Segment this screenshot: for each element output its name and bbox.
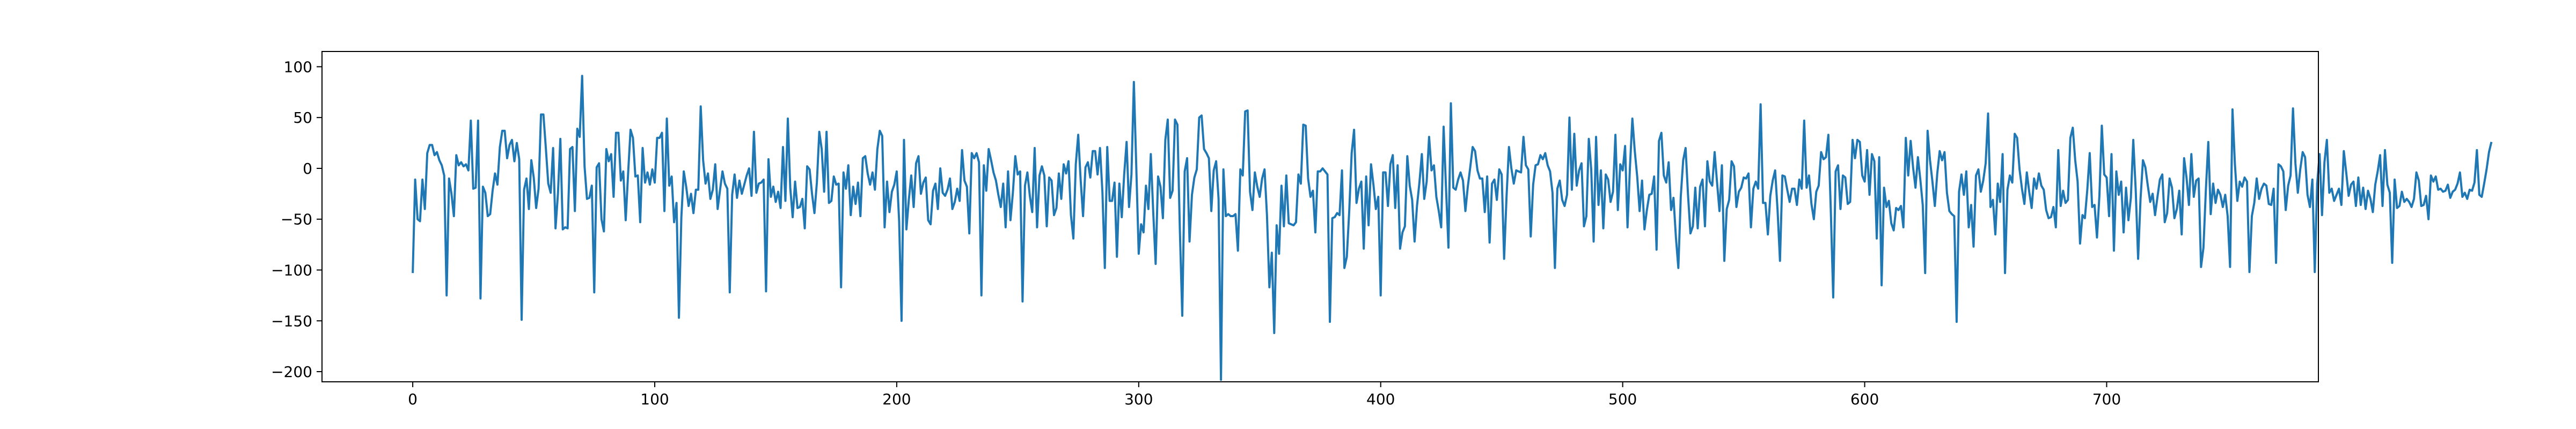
y-tick-label: −100: [271, 262, 312, 279]
y-tick-label: −150: [271, 312, 312, 330]
x-tick-label: 300: [1124, 390, 1153, 408]
y-axis: −200 −150 −100 −50 0 50 100: [271, 58, 322, 381]
x-tick-label: 0: [408, 390, 418, 408]
y-tick-label: 100: [284, 58, 312, 76]
y-tick-label: −50: [281, 211, 312, 228]
x-axis: 0 100 200 300 400 500 600 700: [408, 382, 2121, 408]
x-tick-label: 600: [1850, 390, 1879, 408]
y-tick-label: 50: [293, 109, 312, 127]
x-tick-label: 500: [1608, 390, 1637, 408]
x-tick-label: 200: [882, 390, 911, 408]
x-tick-label: 400: [1366, 390, 1395, 408]
y-tick-label: −200: [271, 363, 312, 381]
series-line-1: [412, 75, 2493, 381]
plot-frame: [321, 51, 2319, 382]
y-tick-label: 0: [303, 160, 312, 177]
plot-area: [412, 75, 2493, 381]
x-tick-label: 100: [640, 390, 669, 408]
x-tick-label: 700: [2092, 390, 2121, 408]
